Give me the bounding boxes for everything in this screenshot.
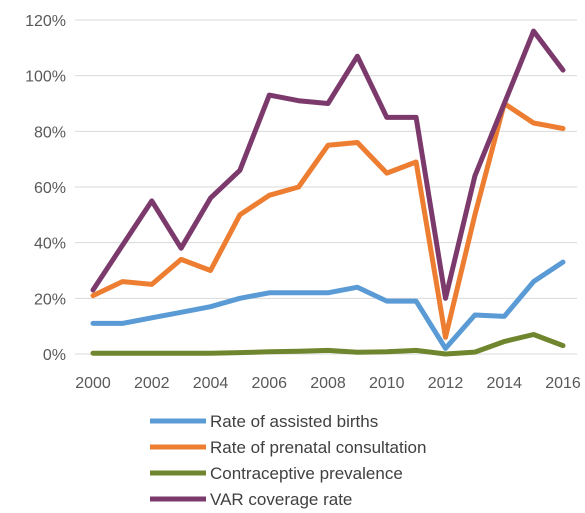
y-tick-label: 20% (34, 291, 66, 308)
legend-label: VAR coverage rate (210, 490, 352, 509)
y-tick-label: 120% (25, 13, 66, 30)
x-tick-label: 2000 (75, 375, 111, 392)
x-tick-label: 2010 (369, 375, 405, 392)
x-tick-label: 2004 (193, 375, 229, 392)
legend-label: Rate of prenatal consultation (210, 438, 426, 457)
legend-label: Contraceptive prevalence (210, 464, 403, 483)
series-line-3 (90, 332, 566, 357)
x-axis-tick-labels: 2000 2002 2004 2006 2008 2010 2012 2014 2016 (75, 375, 581, 392)
series-lines (90, 28, 566, 357)
x-tick-label: 2002 (134, 375, 170, 392)
x-tick-label: 2016 (545, 375, 581, 392)
y-axis-tick-labels: 0% 20% 40% 60% 80% 100% 120% (25, 13, 66, 364)
y-tick-label: 40% (34, 236, 66, 253)
x-tick-label: 2012 (428, 375, 464, 392)
series-line-2 (90, 101, 566, 340)
series-line-1 (90, 259, 566, 351)
y-tick-label: 80% (34, 124, 66, 141)
y-tick-label: 60% (34, 180, 66, 197)
y-tick-label: 0% (43, 347, 66, 364)
gridlines (75, 19, 577, 299)
legend-label: Rate of assisted births (210, 412, 378, 431)
series-line-4 (90, 28, 566, 301)
y-tick-label: 100% (25, 69, 66, 86)
x-tick-label: 2014 (486, 375, 522, 392)
x-tick-label: 2008 (310, 375, 346, 392)
x-tick-label: 2006 (251, 375, 287, 392)
legend: Rate of assisted births Rate of prenatal … (150, 412, 426, 509)
